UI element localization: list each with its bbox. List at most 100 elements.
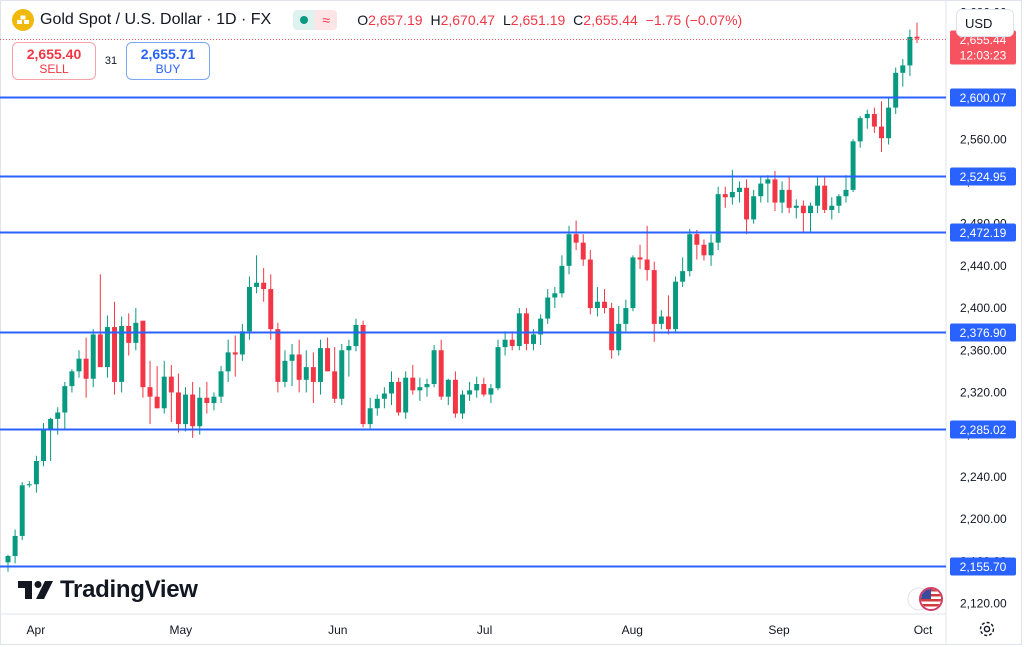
currency-value: USD: [965, 15, 993, 31]
us-flag-icon[interactable]: [906, 586, 948, 612]
market-status[interactable]: ≈: [293, 10, 338, 30]
candle-body: [509, 339, 515, 347]
candle: [12, 529, 18, 564]
candle-body: [729, 192, 735, 198]
buy-label: BUY: [155, 62, 181, 76]
candle: [857, 116, 863, 148]
symbol-title[interactable]: Gold Spot / U.S. Dollar · 1D · FX: [40, 11, 272, 28]
time-tick-label: Apr: [27, 623, 46, 637]
data-delay-icon[interactable]: ≈: [315, 10, 338, 30]
candle: [871, 107, 877, 133]
candle: [48, 417, 54, 462]
candle: [559, 255, 565, 298]
horizontal-line-price-label: 2,524.95: [960, 170, 1007, 184]
candle: [616, 305, 622, 356]
price-tick-label: 2,120.00: [960, 596, 1007, 610]
candle: [232, 335, 238, 377]
candle: [587, 250, 593, 315]
horizontal-line-price-label: 2,472.19: [960, 226, 1007, 240]
candle-body: [793, 205, 799, 208]
time-tick-label: Jul: [477, 623, 492, 637]
candle-body: [445, 379, 451, 397]
candle-body: [26, 484, 32, 486]
candle: [914, 22, 920, 44]
time-tick-label: Oct: [914, 623, 933, 637]
candle-body: [538, 318, 544, 335]
candle-body: [843, 189, 849, 197]
price-tick-label: 2,200.00: [960, 512, 1007, 526]
logo-text: TradingView: [60, 576, 198, 603]
currency-select[interactable]: USD: [956, 9, 1014, 37]
candle: [90, 329, 96, 388]
candle: [658, 310, 664, 330]
candle-body: [836, 196, 842, 206]
ohlc-values: O2,657.19 H2,670.47 L2,651.19 C2,655.44 …: [357, 12, 746, 28]
last-price-label-bg: [950, 30, 1016, 65]
candle-body: [325, 348, 331, 372]
candle: [722, 186, 728, 208]
candle: [97, 274, 103, 368]
candle: [445, 378, 451, 406]
tradingview-logo[interactable]: TradingView: [16, 576, 198, 604]
candle: [580, 234, 586, 266]
candle: [83, 337, 89, 398]
time-axis[interactable]: Apr May Jun Jul Aug Sep Oct: [27, 623, 934, 637]
ohlc-high-label: H: [430, 12, 441, 28]
settings-gear-icon[interactable]: [978, 620, 996, 638]
candle: [523, 308, 529, 351]
candle-body: [353, 324, 359, 347]
candle: [183, 387, 189, 432]
candle: [211, 392, 217, 411]
horizontal-lines[interactable]: 2,600.07 2,524.95 2,472.19 2,376.90 2,285.02…: [0, 88, 1016, 576]
candle-body: [879, 126, 884, 139]
candle: [452, 371, 458, 418]
candle-body: [218, 371, 224, 397]
status-dot-icon: [300, 16, 309, 24]
candle: [119, 316, 125, 393]
candle-body: [502, 339, 508, 348]
horizontal-line-price-label-bg: [950, 88, 1016, 107]
candle: [900, 59, 906, 87]
candle: [864, 109, 870, 129]
market-open-indicator[interactable]: [293, 10, 316, 30]
candle: [424, 378, 430, 397]
buy-button[interactable]: 2,655.71 BUY: [126, 42, 210, 80]
candle-body: [175, 392, 181, 425]
price-tick-label: 2,560.00: [960, 132, 1007, 146]
candle: [474, 376, 480, 398]
candle-body: [410, 377, 416, 391]
ohlc-low-value: 2,651.19: [510, 12, 566, 28]
candle-body: [573, 234, 579, 243]
candle-body: [97, 334, 103, 368]
candle-body: [779, 189, 785, 203]
candle-body: [452, 379, 458, 414]
gold-symbol-icon[interactable]: [12, 9, 34, 31]
candle: [154, 366, 160, 409]
candle-body: [594, 301, 600, 309]
candle: [104, 315, 110, 378]
candle: [893, 67, 899, 114]
candle-body: [225, 352, 231, 372]
candle: [289, 343, 295, 387]
candle-body: [651, 270, 657, 324]
horizontal-line-price-label-bg: [950, 420, 1016, 439]
trade-panel: 2,655.40 SELL 31 2,655.71 BUY: [12, 42, 210, 80]
candle-body: [76, 358, 82, 372]
ohlc-change: −1.75 (−0.07%): [645, 12, 743, 28]
candle-body: [126, 325, 132, 343]
candle-body: [758, 183, 764, 197]
candle-body: [900, 65, 906, 73]
candle-body: [289, 354, 295, 361]
candle: [33, 455, 39, 493]
candle-body: [360, 324, 366, 425]
candle-body: [786, 189, 792, 208]
sell-button[interactable]: 2,655.40 SELL: [12, 42, 96, 80]
candle-body: [48, 418, 54, 430]
candle: [800, 200, 806, 233]
candle: [19, 482, 25, 541]
spread-value: 31: [104, 55, 118, 67]
candle-body: [282, 360, 288, 382]
candle-body: [587, 259, 593, 309]
candle-body: [807, 205, 813, 214]
